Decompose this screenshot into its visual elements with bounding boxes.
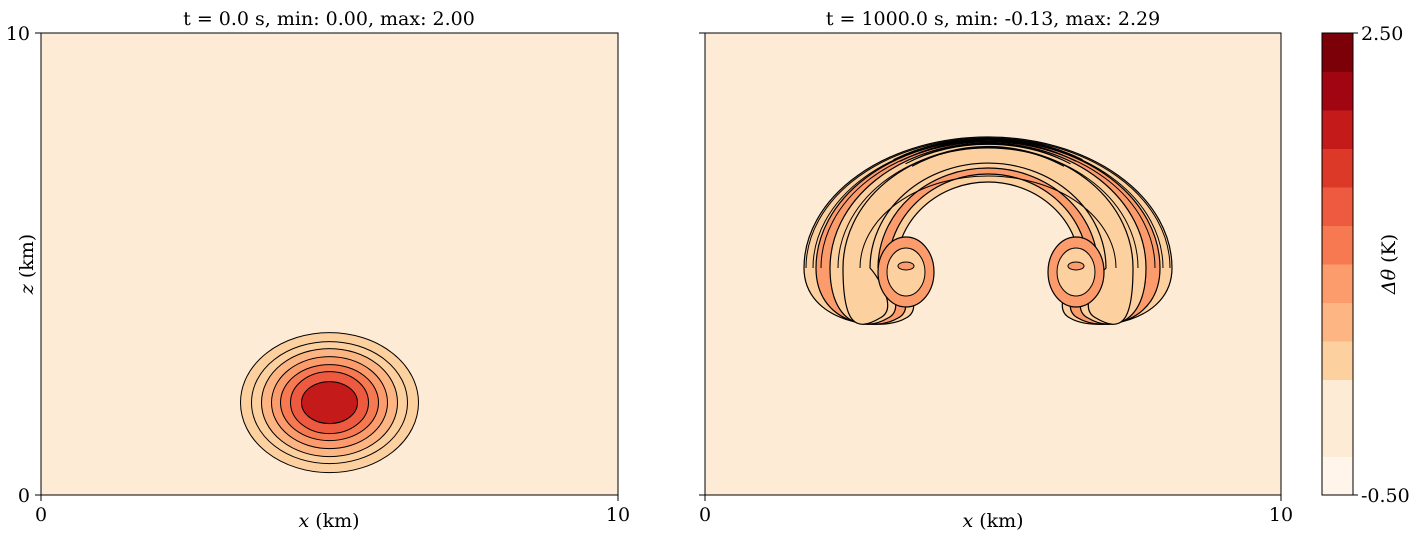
colorbar-frame: [1321, 32, 1354, 496]
colorbar-label: Δθ (K): [1378, 234, 1400, 295]
right-xaxis-label: x (km): [962, 510, 1023, 532]
right-panel-title: t = 1000.0 s, min: -0.13, max: 2.29: [826, 8, 1160, 30]
right-contours: [803, 136, 1173, 325]
colorbar-band: [1322, 341, 1353, 380]
cap-contour-line: [837, 147, 1139, 269]
cap-contour-line: [812, 139, 1164, 269]
cap-contour-line: [859, 175, 1117, 269]
colorbar-band: [1322, 33, 1353, 72]
cap-top-band: [905, 142, 1071, 165]
right-xtick-label-right: 10: [1269, 504, 1293, 526]
cap-contour-line: [805, 137, 1171, 269]
cap-top-band: [893, 137, 1083, 161]
left-yaxis-label: z (km): [16, 234, 38, 295]
left-plot-frame: [40, 32, 619, 496]
left-yaxis-unit: (km): [16, 234, 38, 278]
vortex-roll-inner: [1056, 247, 1096, 297]
colorbar-bands: [1322, 33, 1353, 496]
left-ytick-label-bottom: 0: [18, 485, 30, 507]
left-xaxis-unit: (km): [315, 510, 359, 532]
colorbar-band: [1322, 148, 1353, 188]
left-panel-title: t = 0.0 s, min: 0.00, max: 2.00: [183, 8, 475, 30]
colorbar-tick-label-bottom: -0.50: [1361, 485, 1410, 507]
colorbar-label-unit: (K): [1378, 234, 1400, 263]
colorbar-tick-label-top: 2.50: [1361, 23, 1403, 45]
left-xtick-label-right: 10: [606, 504, 630, 526]
vortex-roll-inner: [886, 247, 926, 297]
colorbar-band: [1322, 379, 1353, 419]
colorbar-band: [1322, 302, 1353, 342]
left-yaxis-var: z: [16, 283, 38, 295]
colorbar-label-symbol: Δθ: [1378, 268, 1400, 295]
left-contours: [240, 332, 419, 474]
colorbar-band: [1322, 71, 1353, 111]
colorbar-band: [1322, 264, 1353, 303]
colorbar-band: [1322, 187, 1353, 226]
right-panel: t = 1000.0 s, min: -0.13, max: 2.29 0 10…: [699, 8, 1293, 532]
right-xaxis-var: x: [962, 510, 973, 532]
left-panel: t = 0.0 s, min: 0.00, max: 2.00 10 0 0 1…: [6, 8, 630, 532]
cap-contour-line: [820, 141, 1156, 269]
colorbar-band: [1322, 456, 1353, 496]
right-plot-frame: [704, 32, 1282, 496]
colorbar-band: [1322, 225, 1353, 265]
colorbar-band: [1322, 110, 1353, 149]
vortex-core: [897, 261, 915, 271]
right-plot-background: [705, 33, 1281, 495]
colorbar-band: [1322, 418, 1353, 457]
contour-ring: [301, 381, 358, 425]
colorbar: 2.50 -0.50 Δθ (K): [1321, 23, 1410, 507]
left-xaxis-label: x (km): [298, 510, 359, 532]
right-xtick-label-left: 0: [699, 504, 711, 526]
right-xaxis-unit: (km): [979, 510, 1023, 532]
vortex-core: [1067, 261, 1085, 271]
left-xtick-label-left: 0: [35, 504, 47, 526]
left-ytick-label-top: 10: [6, 23, 30, 45]
left-xaxis-var: x: [298, 510, 309, 532]
